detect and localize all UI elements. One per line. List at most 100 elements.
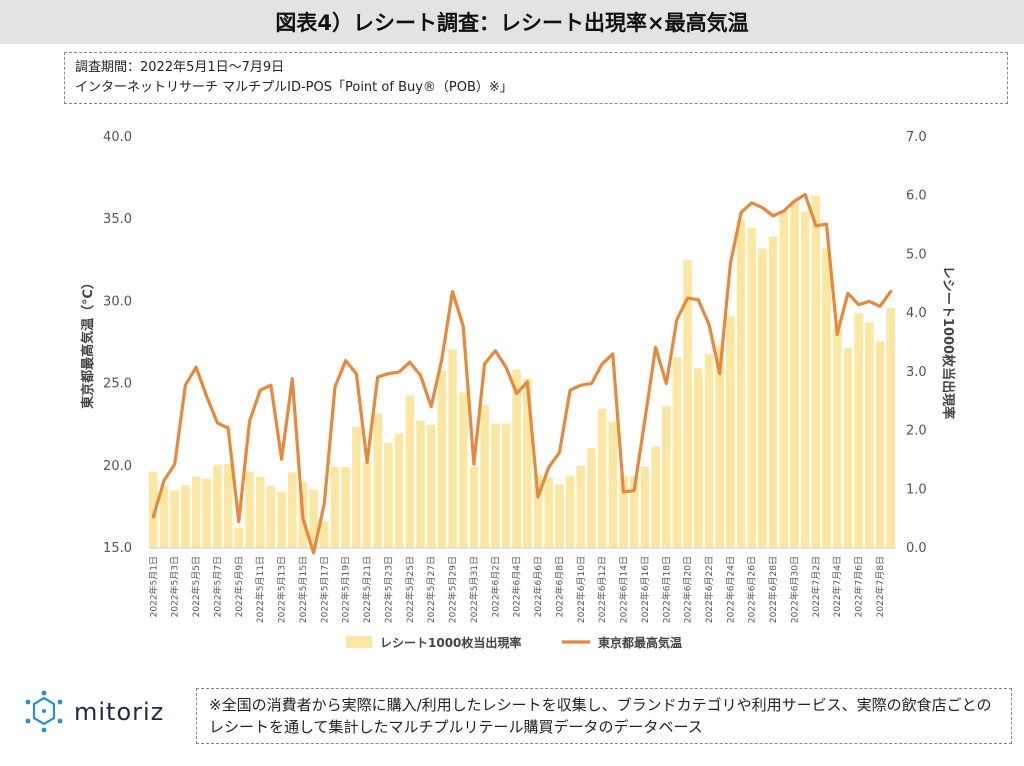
x-tick-label: 2022年6月4日 [511, 556, 523, 617]
y-right-axis-title: レシート1000枚当出現率 [940, 266, 956, 419]
bar-43 [597, 408, 607, 548]
y-right-tick-label: 2.0 [906, 424, 927, 439]
bar-24 [394, 433, 404, 548]
bar-28 [437, 370, 447, 548]
bar-19 [341, 466, 350, 548]
bar-11 [255, 476, 265, 548]
y-left-tick-label: 25.0 [103, 377, 132, 392]
footnote-text: ※全国の消費者から実際に購入/利用したレシートを収集し、ブランドカテゴリや利用サ… [209, 696, 992, 736]
bar-23 [384, 442, 393, 548]
x-tick-label: 2022年5月3日 [169, 556, 181, 617]
bar-50 [672, 357, 682, 548]
bar-35 [512, 369, 521, 548]
bar-67 [854, 313, 863, 548]
bar-36 [523, 378, 532, 548]
bar-65 [832, 328, 842, 548]
legend-bar-swatch [346, 636, 372, 648]
footnote-box: ※全国の消費者から実際に購入/利用したレシートを収集し、ブランドカテゴリや利用サ… [196, 688, 1012, 744]
bar-5 [191, 476, 201, 548]
bar-7 [213, 464, 222, 548]
x-tick-label: 2022年7月4日 [831, 556, 843, 617]
bar-16 [309, 489, 318, 548]
bar-20 [352, 426, 361, 548]
bar-22 [373, 413, 383, 548]
x-tick-label: 2022年5月25日 [404, 556, 416, 623]
bar-54 [715, 345, 724, 548]
bar-48 [651, 446, 660, 548]
x-tick-label: 2022年5月11日 [254, 556, 266, 623]
bar-41 [576, 465, 586, 548]
bar-2 [159, 486, 169, 548]
x-tick-label: 2022年5月29日 [447, 556, 459, 623]
x-tick-label: 2022年6月30日 [788, 556, 800, 623]
y-right-tick-label: 6.0 [906, 189, 927, 204]
bar-42 [587, 448, 596, 548]
x-tick-label: 2022年6月18日 [660, 556, 672, 623]
chart-title-bar: 図表4）レシート調査：レシート出現率×最高気温 [0, 0, 1024, 44]
x-tick-label: 2022年6月14日 [618, 556, 630, 623]
bar-57 [747, 228, 757, 548]
x-tick-label: 2022年6月20日 [682, 556, 694, 623]
y-left-tick-label: 40.0 [103, 130, 132, 145]
y-right-tick-label: 3.0 [906, 365, 927, 380]
x-tick-label: 2022年5月9日 [233, 556, 245, 617]
bar-63 [811, 195, 821, 548]
logo-wordmark: mitoriz [74, 698, 165, 726]
bar-62 [800, 211, 810, 548]
bar-39 [555, 484, 564, 548]
bar-49 [661, 405, 671, 548]
bar-4 [181, 485, 190, 548]
x-tick-label: 2022年5月31日 [468, 556, 480, 623]
legend-line-label: 東京都最高気温 [598, 635, 682, 650]
x-tick-label: 2022年5月19日 [340, 556, 352, 623]
bar-33 [491, 423, 500, 548]
temperature-line [151, 192, 893, 555]
bar-26 [416, 420, 425, 548]
bar-32 [480, 405, 489, 548]
x-tick-label: 2022年5月17日 [318, 556, 330, 623]
bar-30 [458, 392, 468, 548]
bar-66 [843, 348, 853, 548]
bar-9 [234, 527, 244, 548]
x-tick-label: 2022年7月8日 [874, 556, 886, 617]
bar-44 [608, 421, 618, 548]
y-left-tick-label: 20.0 [103, 459, 132, 474]
combo-chart: 15.0 20.0 25.0 30.0 35.0 40.0 0.0 1.0 2.0 3.0 4.0 5… [80, 130, 956, 650]
x-tick-label: 2022年5月13日 [276, 556, 288, 623]
bar-69 [875, 341, 885, 548]
x-tick-label: 2022年5月21日 [361, 556, 373, 623]
x-tick-label: 2022年5月27日 [425, 556, 437, 623]
y-left-tick-label: 35.0 [103, 212, 132, 227]
bar-58 [758, 248, 767, 549]
x-tick-label: 2022年6月8日 [553, 556, 565, 617]
x-tick-label: 2022年6月26日 [746, 556, 758, 623]
y-right-tick-label: 1.0 [906, 482, 927, 497]
bar-55 [726, 316, 735, 548]
bar-29 [448, 349, 457, 548]
bar-21 [362, 461, 372, 548]
x-tick-label: 2022年7月2日 [810, 556, 822, 617]
bar-13 [277, 491, 286, 548]
y-right-tick-label: 7.0 [906, 130, 927, 145]
bar-6 [202, 478, 212, 548]
x-tick-label: 2022年7月6日 [853, 556, 865, 617]
x-tick-label: 2022年6月24日 [724, 556, 736, 623]
bar-61 [790, 201, 799, 548]
survey-period-box: 調査期間：2022年5月1日〜7月9日 インターネットリサーチ マルチプルID-… [64, 52, 1008, 104]
bar-59 [768, 236, 778, 549]
bar-27 [426, 424, 436, 548]
bar-3 [170, 490, 179, 548]
y-left-tick-label: 30.0 [103, 294, 132, 309]
bar-68 [865, 322, 874, 548]
x-tick-label: 2022年5月7日 [211, 556, 223, 617]
bar-45 [619, 475, 628, 548]
bar-10 [245, 471, 254, 548]
page-title: 図表4）レシート調査：レシート出現率×最高気温 [275, 11, 749, 35]
bar-8 [223, 464, 233, 548]
bar-46 [629, 475, 639, 548]
y-left-axis-title: 東京都最高気温（℃） [80, 276, 96, 409]
x-tick-label: 2022年6月10日 [575, 556, 587, 623]
y-right-tick-label: 0.0 [906, 541, 927, 556]
x-tick-label: 2022年5月5日 [190, 556, 202, 617]
bar-70 [886, 307, 895, 548]
